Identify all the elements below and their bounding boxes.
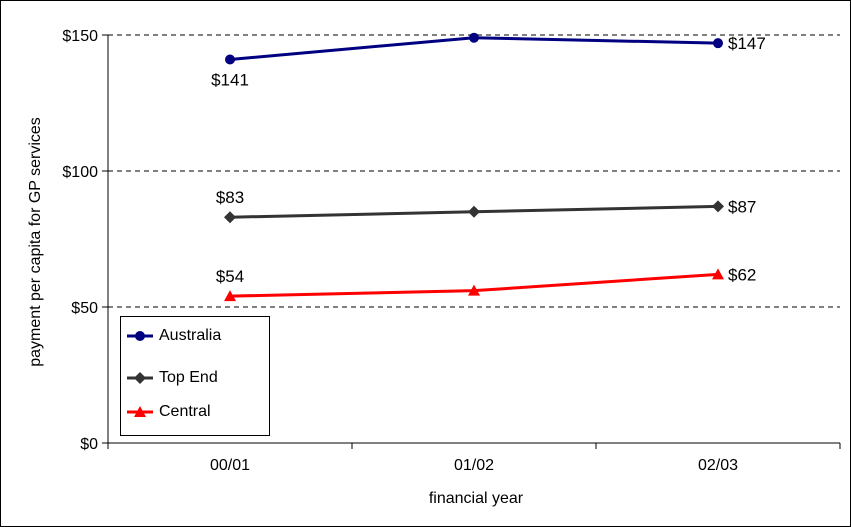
data-point-top-end	[224, 211, 236, 224]
legend-marker-shape	[134, 372, 146, 384]
data-label-central: $62	[728, 265, 756, 284]
y-axis-title: payment per capita for GP services	[27, 117, 44, 367]
legend-marker-central	[127, 406, 153, 417]
data-label-australia: $141	[211, 70, 249, 89]
x-tick-label: 00/01	[210, 457, 250, 474]
legend: Australia Top End Central	[120, 316, 270, 436]
legend-label-australia: Australia	[159, 327, 222, 344]
legend-marker-top-end	[127, 372, 153, 384]
legend-label-top-end: Top End	[159, 369, 218, 386]
data-labels: $141 $147 $83 $87 $54 $62	[211, 34, 766, 286]
legend-marker-shape	[134, 406, 146, 417]
data-point-top-end	[468, 205, 480, 218]
y-tick-label: $0	[80, 436, 98, 453]
legend-item-top-end: Top End	[121, 368, 269, 388]
data-point-australia	[225, 54, 235, 65]
data-point-australia	[469, 32, 479, 43]
data-point-central	[712, 268, 724, 280]
data-point-central	[468, 284, 480, 296]
legend-marker-shape	[135, 331, 145, 341]
data-point-top-end	[712, 200, 724, 213]
legend-label-central: Central	[159, 403, 211, 420]
x-tick-label: 02/03	[698, 457, 738, 474]
data-label-australia: $147	[728, 34, 766, 53]
y-tick-label: $150	[62, 28, 98, 45]
series-lines	[224, 32, 724, 302]
data-label-central: $54	[216, 267, 244, 286]
legend-item-central: Central	[121, 402, 269, 422]
y-tick-labels: $0 $50 $100 $150	[62, 28, 98, 453]
legend-item-australia: Australia	[121, 326, 269, 346]
data-point-australia	[713, 38, 723, 49]
data-label-top-end: $83	[216, 188, 244, 207]
x-tick-labels: 00/01 01/02 02/03	[210, 457, 738, 474]
x-axis-title: financial year	[429, 490, 524, 507]
legend-marker-australia	[127, 331, 153, 341]
data-label-top-end: $87	[728, 197, 756, 216]
y-tick-label: $50	[71, 300, 98, 317]
data-point-central	[224, 290, 236, 302]
x-tick-label: 01/02	[454, 457, 494, 474]
gridlines	[108, 34, 840, 308]
y-tick-label: $100	[62, 164, 98, 181]
axes	[102, 34, 841, 449]
